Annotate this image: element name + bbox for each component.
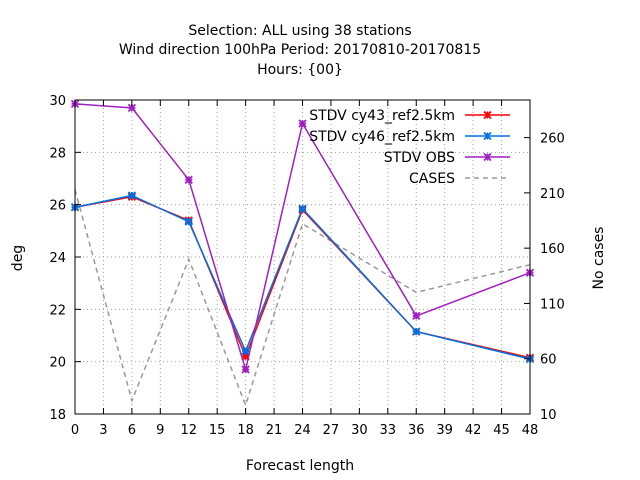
x-tick-label: 39 — [436, 423, 453, 438]
y2-tick-label: 260 — [540, 132, 565, 147]
y-tick-label: 20 — [49, 356, 66, 371]
legend: STDV cy43_ref2.5km STDV cy46_ref2.5km STDV… — [309, 108, 510, 187]
data-point — [241, 365, 250, 374]
x-tick-label: 30 — [351, 423, 368, 438]
data-point — [184, 175, 193, 184]
x-tick-label: 45 — [493, 423, 510, 438]
y-tick-label: 22 — [49, 303, 66, 318]
legend-item-stdv-cy46-ref2-5km: STDV cy46_ref2.5km — [309, 129, 510, 145]
legend-label: STDV cy46_ref2.5km — [309, 129, 455, 145]
y2-tick-label: 160 — [540, 242, 565, 257]
series-cases — [74, 189, 531, 408]
x-tick-label: 0 — [71, 423, 79, 438]
y-tick-label: 26 — [49, 199, 66, 214]
legend-item-stdv-obs: STDV OBS — [384, 150, 510, 166]
x-tick-label: 15 — [209, 423, 226, 438]
y-axis-label: deg — [10, 245, 26, 271]
data-point — [412, 311, 421, 321]
title-line-1: Selection: ALL using 38 stations — [188, 23, 411, 39]
chart-title: Selection: ALL using 38 stations Wind di… — [119, 23, 481, 78]
y2-tick-label: 60 — [540, 353, 557, 368]
title-line-3: Hours: {00} — [257, 62, 343, 78]
x-tick-label: 36 — [408, 423, 425, 438]
series-stdv-cy46-ref2-5km — [70, 191, 535, 364]
legend-label: STDV OBS — [384, 150, 455, 166]
y-tick-label: 28 — [49, 146, 66, 161]
x-tick-label: 24 — [294, 423, 311, 438]
data-point — [298, 119, 307, 128]
x-tick-label: 9 — [156, 423, 164, 438]
series-layer — [70, 99, 535, 408]
title-line-2: Wind direction 100hPa Period: 20170810-2… — [119, 42, 481, 58]
data-point — [412, 327, 421, 336]
y-tick-label: 30 — [49, 94, 66, 109]
tick-labels: 0 3 6 9 12 15 18 21 24 27 30 33 36 39 42 45 481820222426… — [49, 94, 564, 438]
legend-label: CASES — [409, 171, 455, 187]
legend-item-stdv-cy43-ref2-5km: STDV cy43_ref2.5km — [309, 108, 510, 124]
x-tick-label: 18 — [237, 423, 254, 438]
x-tick-label: 33 — [380, 423, 397, 438]
axis-ticks — [74, 99, 531, 415]
data-point — [241, 347, 250, 356]
y-tick-label: 18 — [49, 408, 66, 423]
x-tick-label: 27 — [323, 423, 340, 438]
x-tick-label: 12 — [180, 423, 197, 438]
legend-label: STDV cy43_ref2.5km — [309, 108, 455, 124]
y2-axis-label: No cases — [591, 227, 607, 290]
x-axis-label: Forecast length — [246, 458, 354, 474]
x-tick-label: 21 — [266, 423, 283, 438]
x-tick-label: 48 — [522, 423, 539, 438]
legend-item-cases: CASES — [409, 171, 510, 187]
grid — [75, 100, 530, 414]
data-point — [127, 191, 137, 200]
y-tick-label: 24 — [49, 251, 66, 266]
x-tick-label: 6 — [128, 423, 136, 438]
y2-tick-label: 110 — [540, 297, 565, 312]
series-line-cases — [74, 189, 531, 408]
data-point — [184, 217, 193, 226]
y2-tick-label: 210 — [540, 187, 565, 202]
x-tick-label: 3 — [99, 423, 107, 438]
y2-tick-label: 10 — [540, 408, 557, 423]
data-point — [298, 204, 307, 213]
x-tick-label: 42 — [465, 423, 482, 438]
